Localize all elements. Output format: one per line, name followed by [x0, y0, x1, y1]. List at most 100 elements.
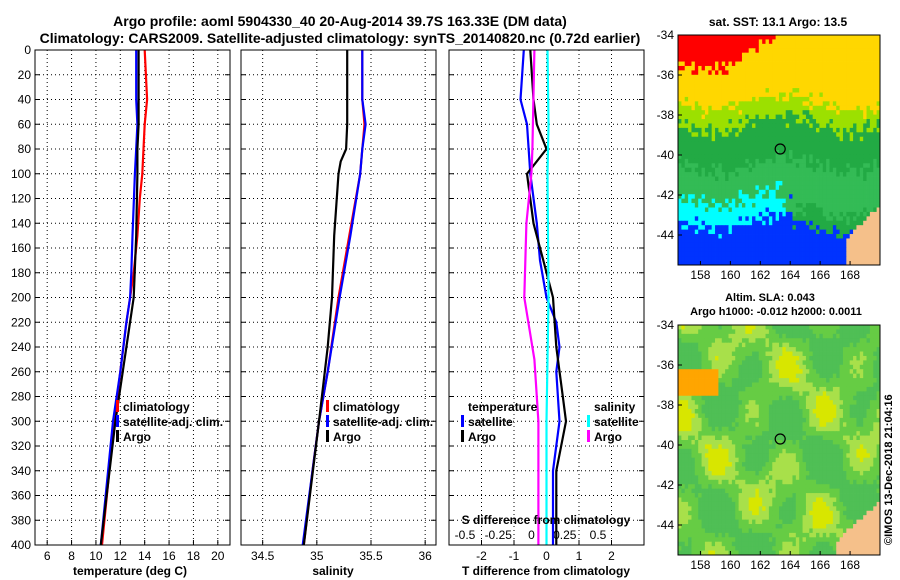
map-cell — [779, 61, 783, 67]
map-cell — [789, 238, 793, 244]
map-cell — [822, 70, 827, 76]
map-cell — [698, 74, 702, 80]
map-cell — [725, 39, 729, 45]
map-cell — [869, 364, 874, 370]
map-cell — [812, 65, 817, 71]
map-cell — [869, 360, 874, 366]
map-cell — [785, 211, 790, 217]
map-cell — [873, 422, 878, 428]
map-cell — [826, 172, 830, 177]
map-cell — [859, 417, 864, 423]
map-cell — [822, 364, 827, 370]
map-cell — [822, 57, 827, 62]
map-cell — [789, 329, 793, 335]
map-cell — [691, 342, 696, 348]
map-cell — [785, 360, 790, 366]
map-cell — [789, 70, 793, 76]
map-cell — [846, 431, 851, 436]
map-cell — [704, 189, 709, 195]
map-cell — [731, 163, 736, 169]
map-cell — [701, 333, 706, 339]
map-cell — [832, 198, 837, 204]
map-cell — [698, 216, 702, 222]
map-cell — [842, 158, 847, 164]
map-cell — [779, 225, 783, 231]
map-cell — [842, 333, 847, 339]
map-cell — [748, 203, 753, 208]
map-cell — [718, 105, 723, 111]
map-cell — [779, 364, 783, 370]
map-cell — [718, 189, 723, 195]
map-cell — [819, 256, 824, 261]
map-cell — [812, 141, 817, 146]
map-cell — [785, 373, 790, 379]
map-cell — [789, 216, 793, 222]
map-cell — [775, 96, 780, 102]
map-cell — [846, 220, 851, 226]
map-cell — [775, 48, 780, 54]
map-cell — [829, 48, 834, 54]
map-cell — [731, 409, 736, 414]
map-cell — [842, 391, 847, 397]
map-cell — [849, 203, 854, 208]
map-cell — [863, 39, 867, 45]
map-cell — [849, 220, 854, 226]
map-cell — [795, 35, 800, 40]
map-cell — [846, 57, 851, 62]
map-cell — [853, 150, 857, 155]
map-cell — [745, 150, 750, 155]
map-cell — [802, 61, 807, 67]
map-cell — [853, 185, 857, 191]
map-cell — [856, 154, 861, 160]
map-cell — [721, 351, 726, 357]
map-cell — [816, 79, 820, 85]
map-cell — [846, 39, 851, 45]
map-cell — [866, 360, 871, 366]
map-cell — [765, 256, 770, 261]
map-cell — [785, 207, 790, 213]
map-cell — [842, 43, 847, 49]
map-cell — [725, 325, 729, 330]
map-cell — [812, 158, 817, 164]
map-cell — [708, 158, 713, 164]
map-cell — [836, 70, 840, 76]
map-cell — [745, 409, 750, 414]
map-cell — [704, 333, 709, 339]
map-cell — [859, 101, 864, 107]
map-cell — [863, 413, 867, 419]
map-cell — [812, 225, 817, 231]
map-cell — [745, 238, 750, 244]
map-cell — [725, 136, 729, 142]
map-cell — [698, 351, 702, 357]
map-cell — [805, 404, 810, 410]
map-cell — [779, 409, 783, 414]
map-cell — [681, 431, 686, 436]
map-cell — [859, 57, 864, 62]
map-cell — [779, 382, 783, 388]
map-cell — [849, 216, 854, 222]
map-cell — [704, 203, 709, 208]
map-cell — [836, 43, 840, 49]
map-cell — [745, 260, 750, 266]
map-cell — [738, 145, 743, 151]
x-top-tick-label: -0.5 — [455, 528, 476, 542]
map-cell — [731, 229, 736, 235]
map-cell — [772, 373, 777, 379]
map-cell — [832, 96, 837, 102]
map-cell — [752, 413, 756, 419]
map-cell — [704, 185, 709, 191]
map-cell — [772, 211, 777, 217]
map-cell — [836, 220, 840, 226]
map-cell — [779, 395, 783, 401]
map-cell — [711, 39, 716, 45]
difference-xlabel-top: S difference from climatology — [462, 513, 631, 527]
map-cell — [728, 400, 733, 406]
map-cell — [765, 378, 770, 383]
map-cell — [741, 92, 746, 98]
y-tick-label: -42 — [657, 188, 675, 202]
map-cell — [863, 163, 867, 169]
map-cell — [785, 101, 790, 107]
map-cell — [741, 400, 746, 406]
map-cell — [819, 194, 824, 200]
map-cell — [826, 110, 830, 116]
